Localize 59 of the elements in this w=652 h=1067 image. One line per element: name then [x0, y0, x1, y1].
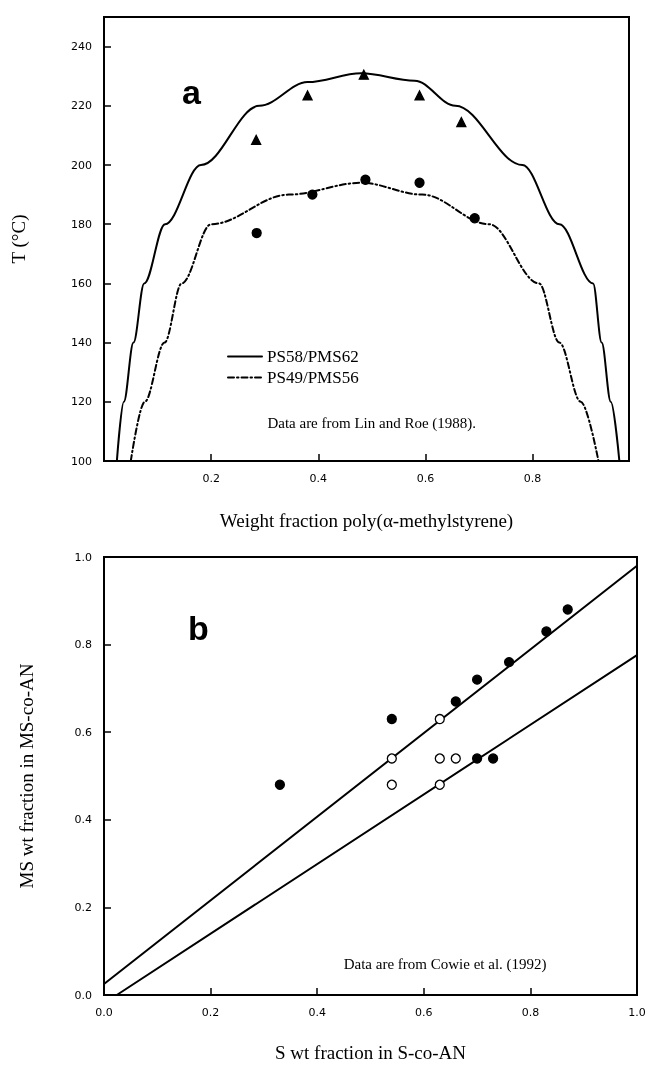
point: [358, 69, 369, 80]
point: [541, 626, 552, 637]
x-tick-label: 0.4: [309, 472, 328, 485]
legend-label: PS58/PMS62: [267, 347, 359, 366]
point: [414, 90, 425, 101]
point: [450, 696, 461, 707]
y-tick-label: 160: [71, 276, 92, 290]
y-tick-label: 0.6: [74, 725, 92, 739]
y-tick-label: 140: [71, 336, 92, 350]
legend-label: PS49/PMS56: [267, 368, 359, 387]
point: [434, 753, 445, 764]
annotation: a: [182, 73, 202, 112]
y-axis-title: T (°C): [8, 214, 30, 264]
annotation: Data are from Cowie et al. (1992): [343, 956, 547, 974]
y-tick-label: 0.2: [74, 900, 92, 914]
point: [251, 227, 262, 239]
point: [503, 656, 515, 668]
point: [456, 116, 467, 128]
x-axis-title: S wt fraction in S-co-AN: [274, 1042, 467, 1063]
x-axis-title: Weight fraction poly(α-methylstyrene): [219, 510, 514, 532]
x-tick-label: 0.4: [308, 1006, 326, 1019]
point: [386, 753, 397, 764]
y-tick-label: 0.0: [74, 988, 92, 1002]
point: [562, 604, 573, 615]
point: [471, 674, 483, 685]
y-tick-label: 100: [71, 454, 92, 468]
y-tick-label: 1.0: [74, 550, 92, 564]
point: [302, 90, 313, 101]
y-axis-title: MS wt fraction in MS-co-AN: [16, 663, 37, 889]
annotation: b: [188, 609, 209, 648]
x-tick-label: 0.6: [415, 1006, 433, 1019]
x-tick-label: 0.0: [95, 1006, 113, 1019]
point: [360, 174, 371, 185]
x-tick-label: 0.8: [523, 472, 542, 485]
x-tick-label: 0.8: [521, 1006, 540, 1019]
point: [487, 753, 499, 764]
y-tick-label: 220: [71, 99, 92, 113]
point: [307, 189, 318, 200]
point: [469, 213, 480, 224]
point: [386, 779, 397, 790]
point: [250, 134, 262, 145]
y-tick-label: 0.4: [74, 813, 92, 827]
point: [471, 753, 483, 764]
y-tick-label: 200: [71, 158, 92, 172]
point: [274, 779, 286, 790]
y-tick-label: 180: [71, 217, 92, 231]
point: [434, 713, 445, 725]
y-tick-label: 0.8: [74, 638, 92, 652]
point: [386, 713, 397, 725]
y-tick-label: 120: [71, 395, 92, 409]
point: [450, 753, 461, 764]
annotation: Data are from Lin and Roe (1988).: [267, 415, 477, 433]
x-tick-label: 0.2: [202, 472, 220, 485]
y-tick-label: 240: [71, 40, 92, 54]
point: [434, 779, 445, 790]
x-tick-label: 0.6: [416, 472, 435, 485]
x-tick-label: 1.0: [628, 1006, 646, 1019]
point: [414, 177, 425, 188]
x-tick-label: 0.2: [201, 1006, 220, 1019]
